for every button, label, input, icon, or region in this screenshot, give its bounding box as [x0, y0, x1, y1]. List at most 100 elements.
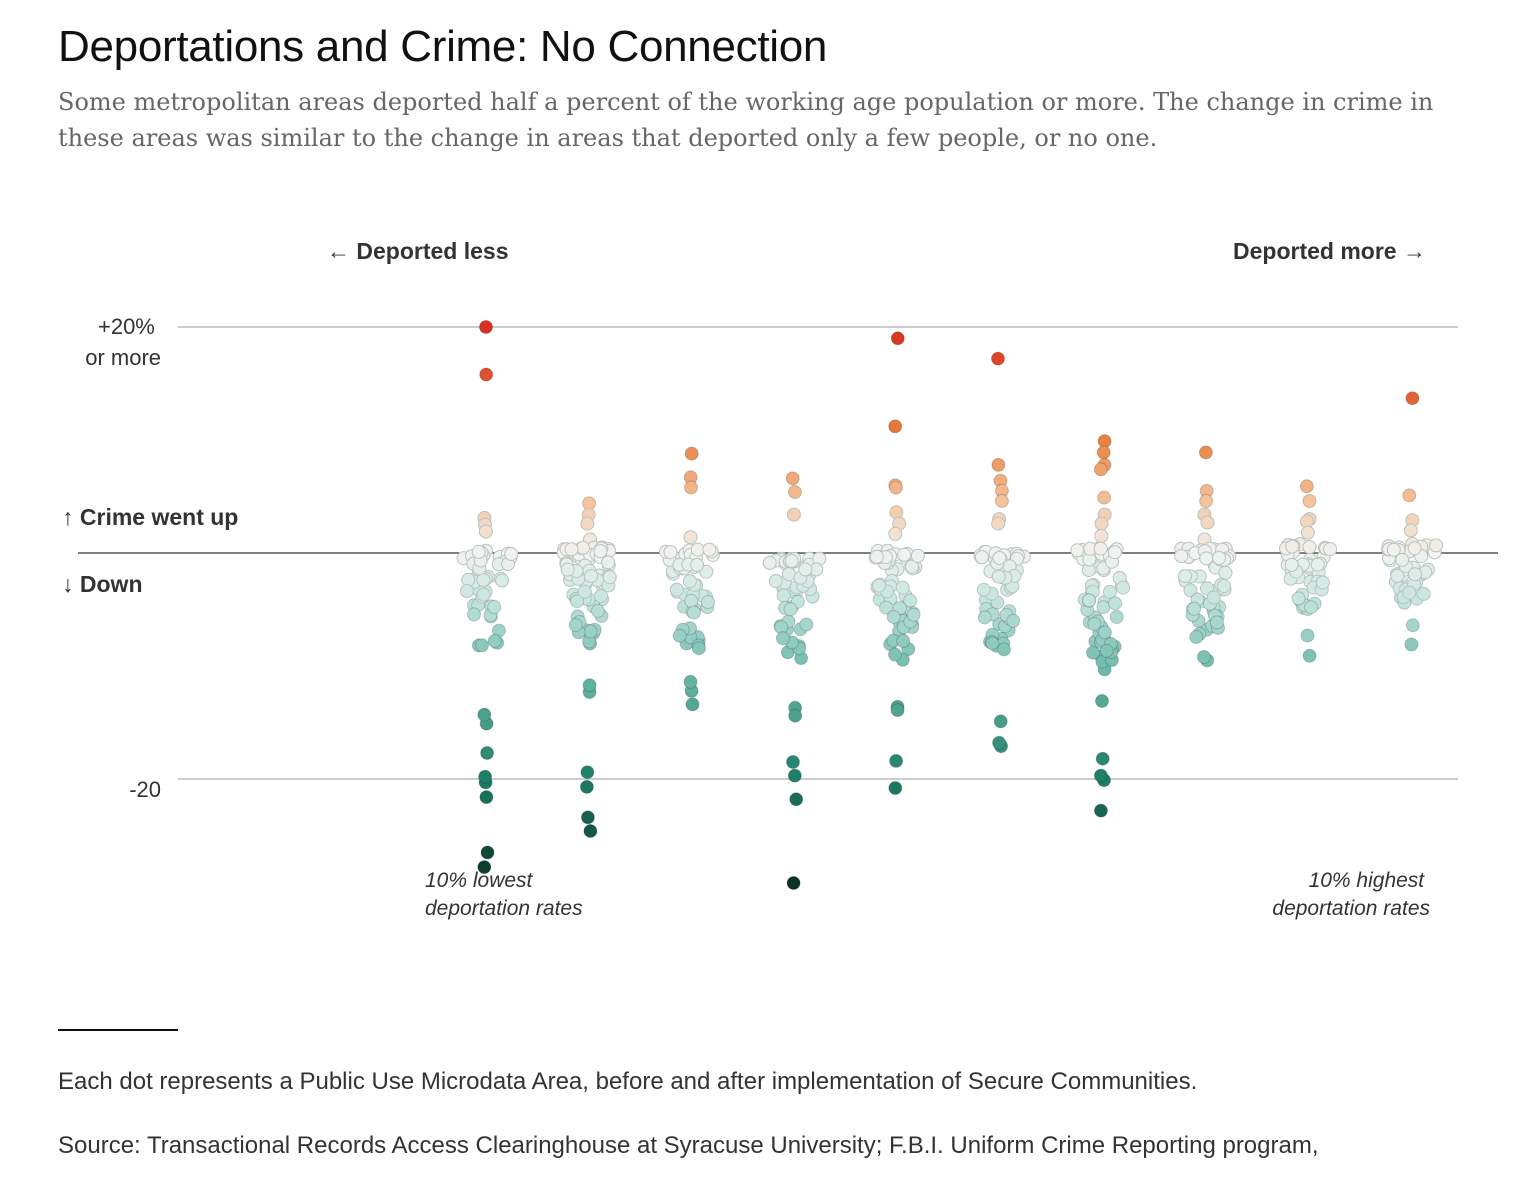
data-point: [1189, 630, 1204, 644]
chart-title: Deportations and Crime: No Connection: [58, 22, 828, 71]
data-point: [1407, 541, 1422, 556]
data-point: [1199, 551, 1214, 566]
data-point: [684, 480, 698, 495]
data-point: [888, 480, 903, 495]
data-point: [904, 559, 919, 574]
data-point: [477, 707, 492, 722]
crime-went-up-label: ↑ Crime went up: [62, 504, 238, 530]
data-point: [1402, 488, 1417, 503]
lowest-annotation-line-1: 10% lowest: [425, 869, 534, 892]
y-tick-label-top: +20% or more: [85, 314, 161, 370]
data-point: [798, 562, 813, 577]
data-point: [582, 678, 597, 693]
data-point: [577, 584, 592, 599]
data-point: [786, 876, 801, 890]
data-point: [784, 553, 799, 568]
data-point: [786, 507, 801, 522]
data-point: [888, 419, 903, 434]
data-point: [786, 755, 800, 769]
footnote: Each dot represents a Public Use Microda…: [58, 1068, 1198, 1095]
data-point: [787, 768, 802, 783]
data-point: [1218, 565, 1233, 580]
data-point: [1403, 523, 1418, 538]
data-point: [1310, 557, 1325, 572]
data-point: [1178, 569, 1192, 584]
data-point: [1097, 625, 1112, 640]
dot-group-decile-4: [762, 471, 827, 890]
data-point: [1416, 586, 1431, 601]
data-point: [1302, 494, 1317, 508]
highest-annotation-line-1: 10% highest: [1309, 869, 1426, 892]
data-point: [1386, 542, 1401, 557]
data-point: [477, 860, 492, 875]
data-point: [590, 603, 605, 618]
data-point: [787, 485, 802, 499]
data-point: [467, 607, 481, 622]
data-point: [475, 638, 489, 653]
data-point: [992, 735, 1007, 750]
data-point: [702, 542, 717, 557]
data-point: [1093, 768, 1108, 783]
data-point: [579, 779, 594, 794]
highest-deciles-annotation: 10% highest deportation rates: [1272, 869, 1430, 920]
data-point: [580, 516, 595, 531]
scatter-chart: ← Deported less Deported more → ↑ Crime …: [62, 238, 1498, 920]
data-point: [583, 824, 598, 838]
data-point: [1304, 600, 1318, 615]
data-point: [1096, 445, 1111, 460]
data-point: [1094, 529, 1109, 543]
data-point: [997, 642, 1011, 657]
data-point: [1086, 645, 1100, 660]
dot-group-decile-8: [1174, 445, 1237, 668]
dot-group-decile-5: [868, 331, 925, 795]
data-point: [1183, 583, 1198, 598]
data-point: [775, 631, 790, 646]
data-point: [1108, 596, 1123, 611]
data-point: [1206, 590, 1221, 605]
data-point: [568, 618, 583, 632]
data-point: [974, 550, 989, 565]
data-point: [487, 599, 502, 614]
data-point: [1300, 525, 1315, 540]
data-point: [1093, 803, 1108, 818]
data-point: [701, 595, 715, 610]
data-point: [1094, 516, 1109, 531]
data-point: [1284, 557, 1299, 572]
data-point: [888, 526, 903, 541]
data-point: [889, 753, 904, 768]
data-point: [476, 587, 491, 602]
data-point: [584, 569, 599, 583]
data-point: [683, 530, 698, 545]
data-point: [1097, 490, 1112, 505]
dot-group-decile-3: [659, 446, 720, 712]
dot-group-decile-6: [973, 351, 1031, 754]
lowest-annotation-line-2: deportation rates: [425, 897, 583, 920]
dot-group-decile-7: [1070, 434, 1130, 818]
data-point: [601, 555, 616, 570]
data-point: [487, 633, 502, 648]
data-point: [879, 600, 894, 615]
data-point: [1285, 539, 1300, 554]
data-point: [580, 765, 595, 780]
data-point: [1291, 591, 1306, 606]
dot-groups: [456, 320, 1444, 890]
data-point: [690, 557, 705, 572]
data-point: [684, 446, 699, 461]
data-point: [1216, 579, 1231, 594]
data-point: [869, 549, 884, 564]
data-point: [460, 584, 474, 598]
data-point: [1200, 515, 1215, 530]
data-point: [471, 544, 486, 559]
y-tick-label-top-line-2: or more: [85, 345, 161, 370]
data-point: [1096, 600, 1111, 615]
data-point: [479, 320, 493, 334]
data-point: [1102, 584, 1117, 599]
footer-divider: [58, 1029, 178, 1031]
data-point: [478, 524, 493, 539]
data-point: [1212, 551, 1226, 565]
data-point: [888, 781, 903, 795]
data-point: [683, 674, 698, 689]
data-point: [1302, 648, 1317, 663]
data-point: [768, 574, 783, 588]
source-note: Source: Transactional Records Access Cle…: [58, 1132, 1319, 1159]
